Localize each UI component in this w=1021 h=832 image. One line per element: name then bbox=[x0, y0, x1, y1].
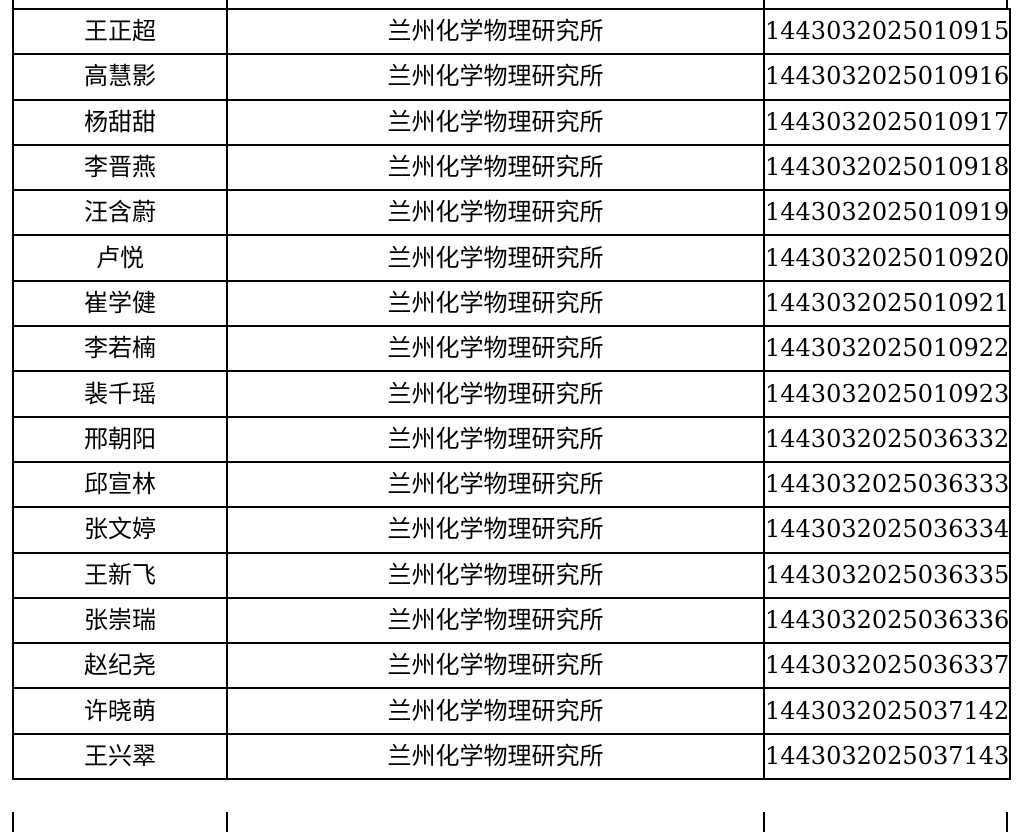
id-cell: 1443032025010918 bbox=[762, 143, 1012, 192]
table-row: 张崇瑞 兰州化学物理研究所 1443032025036336 bbox=[12, 596, 1012, 645]
id-cell: 1443032025010921 bbox=[762, 279, 1012, 328]
id-cell: 1443032025036334 bbox=[762, 506, 1012, 554]
name-cell: 许晓萌 bbox=[12, 687, 228, 735]
table-row: 崔学健 兰州化学物理研究所 1443032025010921 bbox=[12, 279, 1012, 328]
id-cell: 1443032025037142 bbox=[762, 687, 1012, 735]
id-cell: 1443032025036333 bbox=[762, 460, 1012, 509]
institute-cell: 兰州化学物理研究所 bbox=[226, 370, 765, 418]
institute-cell: 兰州化学物理研究所 bbox=[226, 7, 765, 56]
table-row: 裴千瑶 兰州化学物理研究所 1443032025010923 bbox=[12, 370, 1012, 418]
id-cell: 1443032025010922 bbox=[762, 325, 1012, 373]
name-cell: 王新飞 bbox=[12, 551, 228, 599]
id-cell: 1443032025010920 bbox=[762, 234, 1012, 282]
institute-cell: 兰州化学物理研究所 bbox=[226, 596, 765, 645]
name-cell: 邢朝阳 bbox=[12, 415, 228, 463]
table-row: 卢悦 兰州化学物理研究所 1443032025010920 bbox=[12, 234, 1012, 282]
institute-cell: 兰州化学物理研究所 bbox=[226, 53, 765, 101]
roster-table: 王正超 兰州化学物理研究所 1443032025010915 高慧影 兰州化学物理研究所… bbox=[12, 7, 1012, 781]
id-cell: 1443032025010919 bbox=[762, 189, 1012, 237]
name-cell: 王正超 bbox=[12, 7, 228, 56]
id-cell: 1443032025036337 bbox=[762, 642, 1012, 690]
table-row: 王新飞 兰州化学物理研究所 1443032025036335 bbox=[12, 551, 1012, 599]
table-row: 高慧影 兰州化学物理研究所 1443032025010916 bbox=[12, 53, 1012, 101]
table-row: 邱宣林 兰州化学物理研究所 1443032025036333 bbox=[12, 460, 1012, 509]
table-row: 王正超 兰州化学物理研究所 1443032025010915 bbox=[12, 7, 1012, 56]
table-row: 汪含蔚 兰州化学物理研究所 1443032025010919 bbox=[12, 189, 1012, 237]
institute-cell: 兰州化学物理研究所 bbox=[226, 506, 765, 554]
id-cell: 1443032025037143 bbox=[762, 732, 1012, 781]
name-cell: 裴千瑶 bbox=[12, 370, 228, 418]
partial-row-top bbox=[12, 0, 1008, 8]
institute-cell: 兰州化学物理研究所 bbox=[226, 325, 765, 373]
name-cell: 李若楠 bbox=[12, 325, 228, 373]
institute-cell: 兰州化学物理研究所 bbox=[226, 460, 765, 509]
name-cell: 卢悦 bbox=[12, 234, 228, 282]
name-cell: 邱宣林 bbox=[12, 460, 228, 509]
table-row: 赵纪尧 兰州化学物理研究所 1443032025036337 bbox=[12, 642, 1012, 690]
table-row: 张文婷 兰州化学物理研究所 1443032025036334 bbox=[12, 506, 1012, 554]
table-row: 李晋燕 兰州化学物理研究所 1443032025010918 bbox=[12, 143, 1012, 192]
table-row: 邢朝阳 兰州化学物理研究所 1443032025036332 bbox=[12, 415, 1012, 463]
table-row: 杨甜甜 兰州化学物理研究所 1443032025010917 bbox=[12, 98, 1012, 146]
name-cell: 王兴翠 bbox=[12, 732, 228, 781]
institute-cell: 兰州化学物理研究所 bbox=[226, 732, 765, 781]
name-cell: 张文婷 bbox=[12, 506, 228, 554]
institute-cell: 兰州化学物理研究所 bbox=[226, 415, 765, 463]
institute-cell: 兰州化学物理研究所 bbox=[226, 642, 765, 690]
name-cell: 李晋燕 bbox=[12, 143, 228, 192]
institute-cell: 兰州化学物理研究所 bbox=[226, 189, 765, 237]
id-cell: 1443032025010917 bbox=[762, 98, 1012, 146]
table-row: 许晓萌 兰州化学物理研究所 1443032025037142 bbox=[12, 687, 1012, 735]
institute-cell: 兰州化学物理研究所 bbox=[226, 687, 765, 735]
name-cell: 汪含蔚 bbox=[12, 189, 228, 237]
name-cell: 张崇瑞 bbox=[12, 596, 228, 645]
table-row: 王兴翠 兰州化学物理研究所 1443032025037143 bbox=[12, 732, 1012, 781]
name-cell: 杨甜甜 bbox=[12, 98, 228, 146]
institute-cell: 兰州化学物理研究所 bbox=[226, 234, 765, 282]
id-cell: 1443032025010923 bbox=[762, 370, 1012, 418]
institute-cell: 兰州化学物理研究所 bbox=[226, 551, 765, 599]
id-cell: 1443032025010916 bbox=[762, 53, 1012, 101]
id-cell: 1443032025010915 bbox=[762, 7, 1012, 56]
id-cell: 1443032025036332 bbox=[762, 415, 1012, 463]
id-cell: 1443032025036335 bbox=[762, 551, 1012, 599]
name-cell: 赵纪尧 bbox=[12, 642, 228, 690]
name-cell: 高慧影 bbox=[12, 53, 228, 101]
table-row: 李若楠 兰州化学物理研究所 1443032025010922 bbox=[12, 325, 1012, 373]
partial-row-bottom bbox=[12, 812, 1008, 832]
id-cell: 1443032025036336 bbox=[762, 596, 1012, 645]
institute-cell: 兰州化学物理研究所 bbox=[226, 143, 765, 192]
institute-cell: 兰州化学物理研究所 bbox=[226, 279, 765, 328]
institute-cell: 兰州化学物理研究所 bbox=[226, 98, 765, 146]
name-cell: 崔学健 bbox=[12, 279, 228, 328]
